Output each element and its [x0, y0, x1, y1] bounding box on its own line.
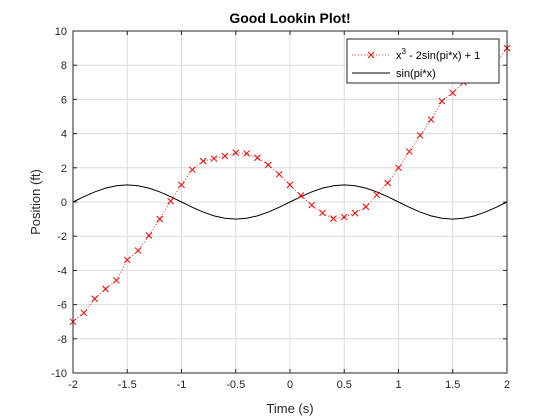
- data-point-marker: [286, 181, 294, 189]
- data-point-marker: [210, 155, 218, 162]
- x-tick-label: 2: [504, 379, 510, 391]
- data-point-marker: [123, 256, 131, 264]
- y-tick-label: 0: [61, 197, 67, 209]
- legend-label-base: x: [396, 50, 402, 62]
- data-point-marker: [102, 285, 109, 293]
- data-point-marker: [80, 309, 88, 317]
- x-tick-label: -0.5: [226, 379, 245, 391]
- y-tick-label: -6: [57, 300, 67, 312]
- data-point-marker: [264, 161, 272, 169]
- data-point-marker: [319, 209, 326, 217]
- x-tick-labels: -2 -1.5 -1 -0.5 0 0.5 1 1.5 2: [68, 379, 510, 391]
- data-point-marker: [232, 149, 240, 157]
- y-tick-label: -2: [57, 231, 67, 243]
- legend-label-rest: - 2sin(pi*x) + 1: [406, 50, 480, 62]
- data-point-marker: [340, 213, 348, 221]
- y-tick-label: 6: [61, 94, 67, 106]
- series-line-sin: [72, 184, 508, 220]
- data-point-marker: [373, 191, 381, 199]
- x-tick-label: 0: [287, 379, 293, 391]
- y-tick-label: 4: [61, 129, 67, 141]
- legend-label-polynomial: x3 - 2sin(pi*x) + 1: [396, 47, 480, 62]
- data-point-marker: [362, 203, 370, 211]
- y-tick-label: 8: [61, 60, 67, 72]
- legend: x3 - 2sin(pi*x) + 1 sin(pi*x): [346, 38, 500, 84]
- data-point-marker: [297, 192, 305, 199]
- data-point-marker: [405, 148, 413, 155]
- legend-marker-polynomial: [367, 51, 375, 59]
- y-tick-labels: -10 -8 -6 -4 -2 0 2 4 6 8 10: [51, 26, 67, 380]
- data-point-marker: [254, 154, 261, 162]
- chart-title: Good Lookin Plot!: [229, 10, 350, 26]
- data-point-marker: [275, 170, 283, 178]
- x-tick-label: 0.5: [337, 379, 352, 391]
- data-point-marker: [308, 201, 316, 209]
- data-point-marker: [188, 166, 196, 174]
- data-point-marker: [221, 152, 229, 160]
- x-tick-label: 1: [395, 379, 401, 391]
- data-point-marker: [416, 131, 424, 139]
- x-axis-label: Time (s): [266, 401, 313, 416]
- ticks: [72, 30, 508, 374]
- data-point-marker: [167, 197, 175, 205]
- y-axis-label: Position (ft): [28, 169, 43, 235]
- y-tick-label: -10: [51, 368, 67, 380]
- data-point-marker: [351, 209, 359, 217]
- data-point-marker: [113, 276, 120, 284]
- y-tick-label: 2: [61, 163, 67, 175]
- data-point-marker: [427, 116, 435, 123]
- data-point-marker: [134, 247, 142, 254]
- data-point-marker: [395, 164, 402, 172]
- data-point-marker: [156, 215, 164, 223]
- data-point-marker: [199, 157, 207, 165]
- legend-label-exponent: 3: [402, 47, 407, 56]
- data-point-marker: [330, 215, 337, 222]
- data-point-marker: [438, 97, 446, 105]
- legend-box: [346, 38, 500, 84]
- data-point-marker: [145, 232, 153, 239]
- data-point-marker: [178, 181, 185, 189]
- series-sin: [72, 184, 508, 220]
- y-tick-label: 10: [55, 26, 67, 38]
- y-tick-label: -8: [57, 334, 67, 346]
- data-point-marker: [449, 89, 457, 97]
- x-tick-label: -1: [177, 379, 187, 391]
- x-tick-label: -2: [68, 379, 78, 391]
- y-tick-label: -4: [57, 265, 67, 277]
- x-tick-label: 1.5: [445, 379, 460, 391]
- data-point-marker: [243, 150, 250, 157]
- data-point-marker: [384, 179, 392, 187]
- legend-label-sin: sin(pi*x): [396, 68, 436, 80]
- x-tick-label: -1.5: [118, 379, 137, 391]
- data-point-marker: [91, 295, 99, 303]
